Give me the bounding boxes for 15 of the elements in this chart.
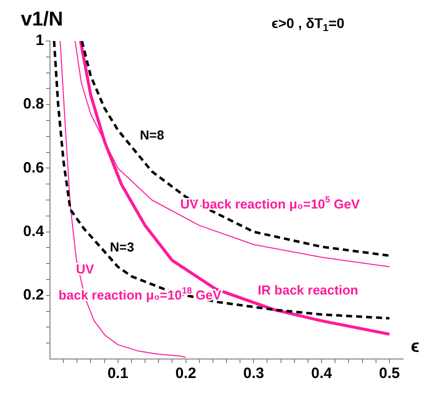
x-tick-label: 0.2 bbox=[175, 365, 196, 382]
x-tick-label: 0.1 bbox=[107, 365, 128, 382]
y-tick-label: 0.8 bbox=[23, 96, 44, 113]
x-tick-label: 0.3 bbox=[243, 365, 264, 382]
annotation: IR back reaction bbox=[258, 282, 358, 298]
y-axis-title: v1/N bbox=[20, 8, 64, 31]
y-tick-label: 0.4 bbox=[23, 222, 45, 240]
annotation: N=3 bbox=[110, 240, 134, 255]
y-tick-label: 1 bbox=[36, 32, 44, 50]
x-axis-title: ϵ bbox=[410, 336, 420, 356]
x-tick-label: 0.5 bbox=[378, 365, 400, 382]
y-tick-label: 0.6 bbox=[23, 159, 44, 176]
y-tick-label: 0.2 bbox=[23, 286, 44, 304]
x-tick-label: 0.4 bbox=[311, 365, 333, 382]
annotation: N=8 bbox=[140, 128, 164, 143]
